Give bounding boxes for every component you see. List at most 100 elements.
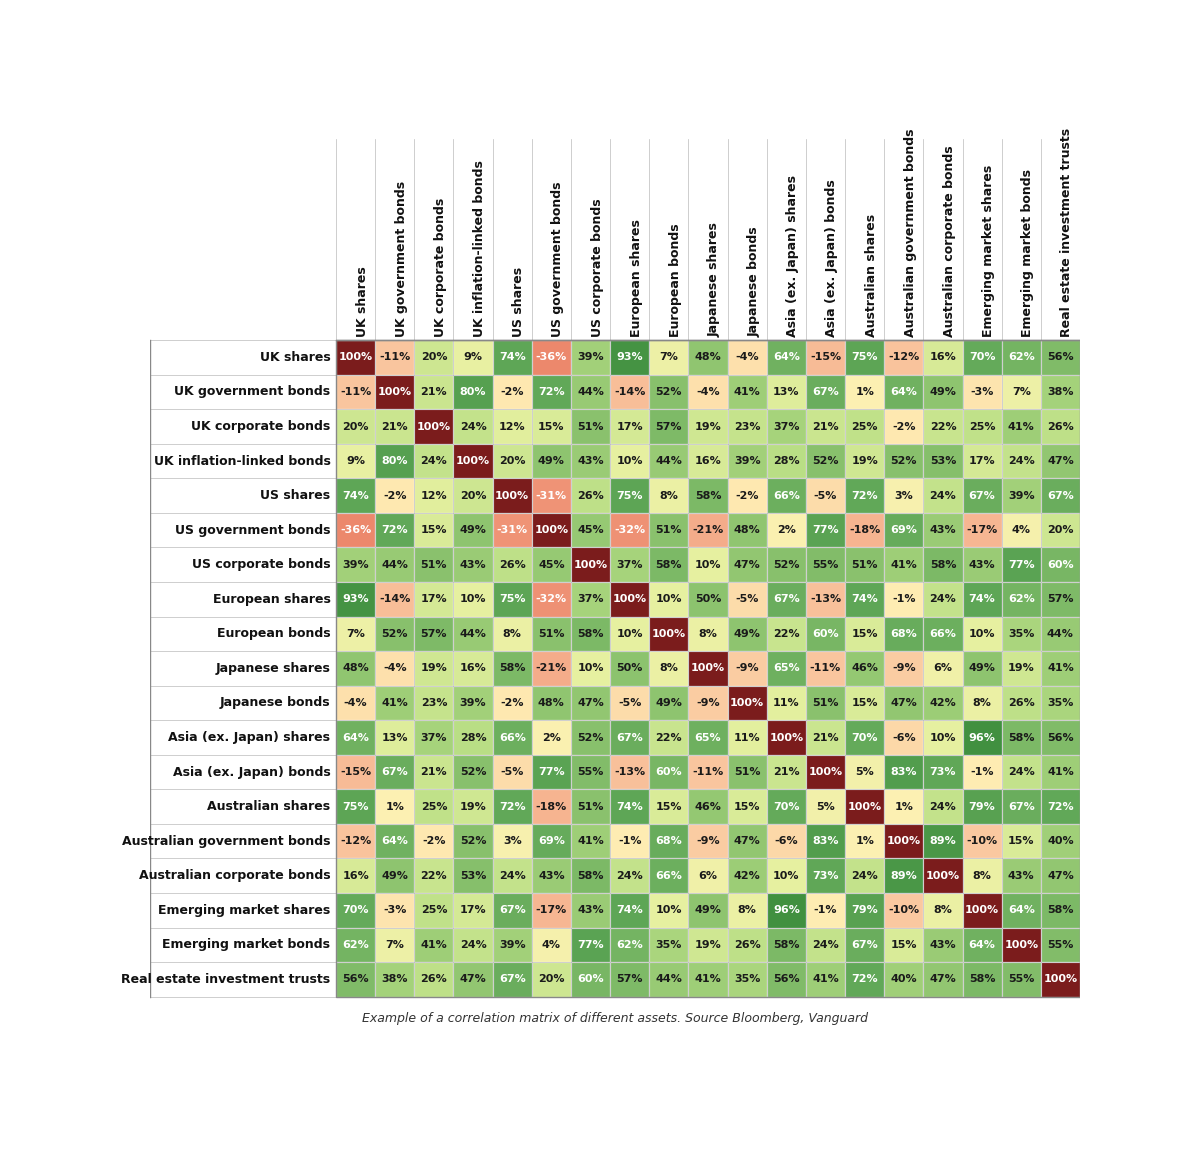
- Text: 93%: 93%: [617, 353, 643, 362]
- Bar: [336, 962, 376, 996]
- Text: 100%: 100%: [965, 905, 1000, 915]
- Text: 2%: 2%: [776, 525, 796, 535]
- Bar: [767, 340, 806, 375]
- Text: 20%: 20%: [460, 491, 486, 501]
- Text: 23%: 23%: [734, 421, 761, 432]
- Bar: [532, 409, 571, 444]
- Text: -21%: -21%: [535, 664, 566, 674]
- Text: Japanese shares: Japanese shares: [216, 662, 330, 675]
- Bar: [884, 340, 923, 375]
- Text: 44%: 44%: [655, 456, 683, 466]
- Bar: [962, 444, 1002, 478]
- Text: 47%: 47%: [890, 698, 917, 708]
- Bar: [571, 548, 610, 582]
- Text: 47%: 47%: [1048, 871, 1074, 880]
- Bar: [1002, 686, 1040, 720]
- Text: 10%: 10%: [655, 905, 682, 915]
- Bar: [845, 582, 884, 617]
- Text: 20%: 20%: [1048, 525, 1074, 535]
- Bar: [962, 720, 1002, 755]
- Text: 25%: 25%: [968, 421, 995, 432]
- Text: 15%: 15%: [851, 698, 878, 708]
- Text: 100%: 100%: [926, 871, 960, 880]
- Text: 66%: 66%: [655, 871, 683, 880]
- Bar: [376, 893, 414, 928]
- Bar: [806, 478, 845, 513]
- Bar: [1002, 548, 1040, 582]
- Text: 21%: 21%: [420, 767, 448, 777]
- Text: 55%: 55%: [812, 560, 839, 570]
- Bar: [1002, 340, 1040, 375]
- Bar: [727, 651, 767, 686]
- Bar: [884, 651, 923, 686]
- Text: 64%: 64%: [773, 353, 799, 362]
- Text: 53%: 53%: [460, 871, 486, 880]
- Text: 17%: 17%: [617, 421, 643, 432]
- Bar: [884, 720, 923, 755]
- Bar: [571, 340, 610, 375]
- Text: 10%: 10%: [460, 594, 486, 604]
- Bar: [1002, 582, 1040, 617]
- Text: 48%: 48%: [733, 525, 761, 535]
- Bar: [727, 824, 767, 858]
- Bar: [649, 720, 689, 755]
- Bar: [336, 755, 376, 789]
- Bar: [962, 582, 1002, 617]
- Text: 44%: 44%: [1046, 629, 1074, 639]
- Text: 37%: 37%: [421, 732, 448, 742]
- Text: 72%: 72%: [499, 802, 526, 812]
- Bar: [414, 513, 454, 548]
- Bar: [493, 824, 532, 858]
- Bar: [767, 789, 806, 824]
- Bar: [336, 340, 1080, 996]
- Bar: [493, 720, 532, 755]
- Text: 58%: 58%: [930, 560, 956, 570]
- Bar: [571, 617, 610, 651]
- Text: 89%: 89%: [890, 871, 917, 880]
- Bar: [571, 375, 610, 409]
- Bar: [689, 617, 727, 651]
- Text: UK corporate bonds: UK corporate bonds: [191, 420, 330, 433]
- Text: 41%: 41%: [695, 974, 721, 985]
- Text: Australian government bonds: Australian government bonds: [904, 128, 917, 336]
- Text: -31%: -31%: [536, 491, 566, 501]
- Text: 49%: 49%: [382, 871, 408, 880]
- Text: 43%: 43%: [577, 456, 604, 466]
- Text: -2%: -2%: [500, 387, 524, 397]
- Text: -11%: -11%: [810, 664, 841, 674]
- Text: 75%: 75%: [342, 802, 368, 812]
- Bar: [689, 824, 727, 858]
- Bar: [884, 962, 923, 996]
- Text: 13%: 13%: [382, 732, 408, 742]
- Bar: [532, 375, 571, 409]
- Bar: [962, 340, 1002, 375]
- Text: 28%: 28%: [460, 732, 486, 742]
- Bar: [532, 686, 571, 720]
- Text: 48%: 48%: [342, 664, 368, 674]
- Bar: [493, 755, 532, 789]
- Text: 57%: 57%: [421, 629, 448, 639]
- Bar: [571, 582, 610, 617]
- Text: -15%: -15%: [810, 353, 841, 362]
- Text: -17%: -17%: [966, 525, 997, 535]
- Text: 64%: 64%: [382, 836, 408, 846]
- Text: 58%: 58%: [655, 560, 682, 570]
- Bar: [1002, 755, 1040, 789]
- Text: 1%: 1%: [894, 802, 913, 812]
- Bar: [454, 962, 493, 996]
- Bar: [493, 513, 532, 548]
- Bar: [532, 824, 571, 858]
- Text: 7%: 7%: [346, 629, 365, 639]
- Text: 39%: 39%: [734, 456, 761, 466]
- Bar: [532, 755, 571, 789]
- Bar: [962, 893, 1002, 928]
- Text: -4%: -4%: [343, 698, 367, 708]
- Text: 66%: 66%: [499, 732, 526, 742]
- Bar: [649, 409, 689, 444]
- Text: Japanese bonds: Japanese bonds: [220, 696, 330, 710]
- Bar: [767, 478, 806, 513]
- Text: 51%: 51%: [655, 525, 682, 535]
- Text: UK government bonds: UK government bonds: [395, 181, 408, 336]
- Text: 64%: 64%: [342, 732, 370, 742]
- Text: Emerging market shares: Emerging market shares: [982, 165, 995, 336]
